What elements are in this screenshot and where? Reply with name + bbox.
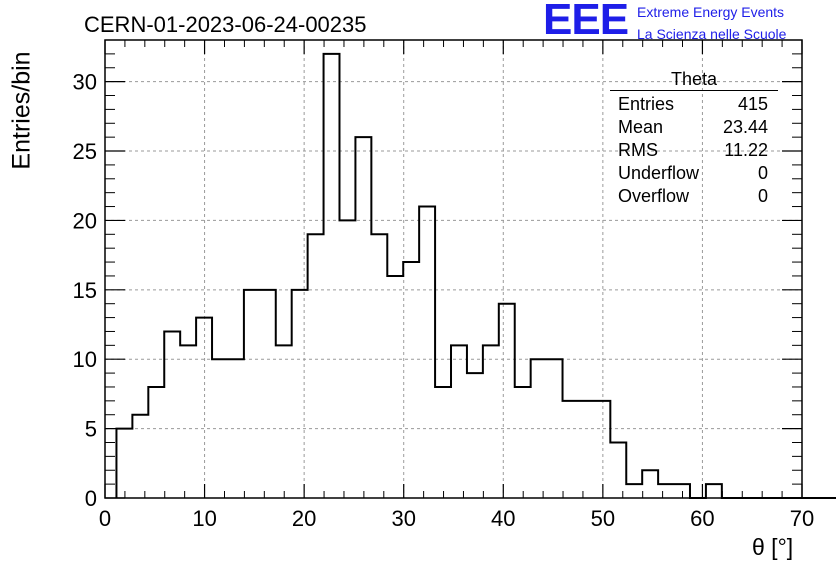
chart-title: CERN-01-2023-06-24-00235 (84, 12, 367, 37)
stat-label: RMS (618, 140, 658, 160)
y-axis-label: Entries/bin (7, 51, 36, 170)
plot-frame (104, 39, 803, 499)
stat-row-entries: Entries 415 (618, 94, 768, 115)
x-tick-label: 40 (491, 506, 515, 531)
x-tick-label: 10 (192, 506, 216, 531)
x-tick-label: 0 (99, 506, 111, 531)
logo-line-2: La Scienza nelle Scuole (637, 26, 787, 42)
stat-row-underflow: Underflow 0 (618, 163, 768, 184)
x-tick-label: 20 (292, 506, 316, 531)
x-tick-label: 50 (591, 506, 615, 531)
y-tick-label: 0 (85, 486, 97, 511)
stat-value: 415 (737, 94, 768, 114)
y-tick-label: 20 (73, 208, 97, 233)
axis-ticks (104, 39, 803, 499)
stat-label: Entries (618, 94, 675, 114)
y-tick-label: 25 (73, 139, 97, 164)
y-tick-label: 5 (85, 417, 97, 442)
stat-row-rms: RMS 11.22 (618, 140, 768, 161)
stat-row-mean: Mean 23.44 (618, 117, 768, 138)
histogram-step-line (115, 52, 836, 499)
stat-value: 0 (757, 163, 768, 183)
stat-value: 0 (757, 186, 768, 206)
x-tick-label: 60 (690, 506, 714, 531)
stat-label: Underflow (618, 163, 700, 183)
stat-row-overflow: Overflow 0 (618, 186, 768, 207)
stat-value: 11.22 (724, 140, 768, 160)
eee-logo: EEE (543, 0, 629, 44)
y-tick-label: 15 (73, 278, 97, 303)
stats-divider (610, 90, 778, 91)
logo-line-1: Extreme Energy Events (637, 4, 785, 20)
stat-label: Overflow (618, 186, 690, 206)
x-tick-label: 30 (391, 506, 415, 531)
y-tick-label: 30 (73, 70, 97, 95)
stat-label: Mean (618, 117, 664, 137)
tick-labels: 0 10 20 30 40 50 60 70 0 5 10 15 20 25 30 (73, 70, 815, 531)
x-tick-label: 70 (790, 506, 814, 531)
stats-title: Theta (670, 69, 718, 89)
x-axis-label: θ [°] (752, 534, 794, 560)
stat-value: 23.44 (722, 117, 768, 137)
y-tick-label: 10 (73, 347, 97, 372)
